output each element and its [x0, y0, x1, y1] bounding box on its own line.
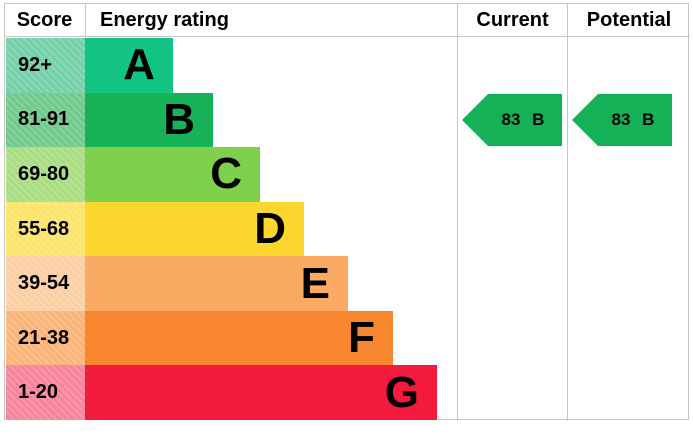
band-row-c: 69-80 C	[6, 147, 689, 202]
score-rating-divider-line	[85, 3, 86, 37]
band-row-e: 39-54 E	[6, 256, 689, 311]
band-bar: A	[85, 38, 173, 93]
band-row-a: 92+ A	[6, 38, 689, 93]
potential-column-divider-line	[567, 3, 568, 421]
band-row-d: 55-68 D	[6, 201, 689, 257]
band-bar: F	[85, 310, 393, 366]
potential-column-header: Potential	[586, 9, 672, 31]
band-score-cell: 1-20	[6, 365, 85, 421]
current-column-divider-line	[457, 3, 458, 421]
current-column-header: Current	[476, 9, 549, 31]
band-bar: D	[85, 201, 304, 257]
band-letter: B	[163, 94, 195, 144]
current-rating-label: 83 B	[501, 110, 545, 129]
band-score-cell: 21-38	[6, 310, 85, 366]
band-score-cell: 39-54	[6, 256, 85, 311]
potential-rating-label: 83 B	[611, 110, 655, 129]
band-letter: G	[384, 367, 419, 417]
band-letter: C	[210, 149, 242, 199]
band-bar: G	[85, 365, 437, 421]
band-score-cell: 55-68	[6, 201, 85, 257]
band-bar: C	[85, 147, 260, 202]
band-letter: A	[123, 40, 155, 90]
band-score-cell: 69-80	[6, 147, 85, 202]
band-letter: F	[348, 313, 375, 363]
score-column-header: Score	[16, 9, 73, 31]
band-row-f: 21-38 F	[6, 310, 689, 366]
band-bar: B	[85, 92, 213, 148]
band-rows: 92+ A 81-91 B 69-80 C 55-68 D 39-54	[6, 38, 689, 421]
band-bar: E	[85, 256, 348, 311]
band-score-cell: 92+	[6, 38, 85, 93]
band-letter: D	[254, 204, 286, 254]
band-score-cell: 81-91	[6, 92, 85, 148]
band-letter: E	[300, 258, 330, 308]
energy-rating-column-header: Energy rating	[100, 9, 229, 31]
band-row-g: 1-20 G	[6, 365, 689, 421]
band-row-b: 81-91 B	[6, 92, 689, 148]
header-divider-line	[4, 36, 690, 37]
